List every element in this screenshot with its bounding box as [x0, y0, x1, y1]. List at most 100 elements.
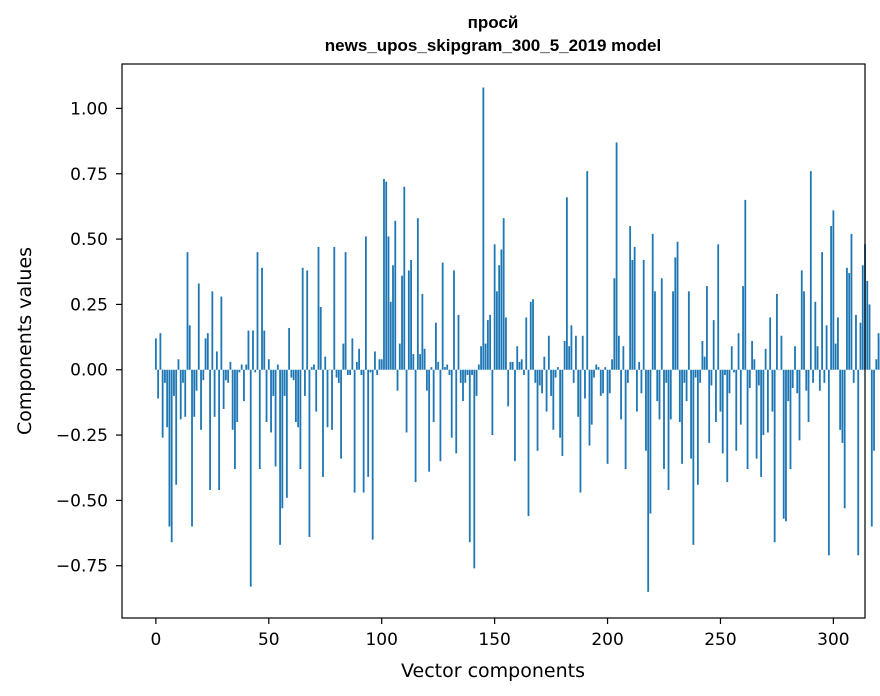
bar: [263, 330, 266, 370]
bar: [766, 369, 769, 433]
bar: [507, 369, 510, 407]
bar: [288, 327, 291, 370]
bar: [495, 291, 498, 370]
bar: [505, 317, 507, 370]
bar: [726, 369, 729, 483]
bar: [398, 343, 401, 370]
bar: [177, 359, 180, 370]
bar: [173, 369, 175, 396]
bar: [493, 244, 496, 370]
bar: [195, 369, 198, 391]
bar: [265, 369, 268, 423]
bar: [798, 369, 801, 441]
bar: [346, 369, 349, 375]
bar: [270, 369, 272, 433]
bar: [157, 369, 160, 399]
bar: [584, 369, 586, 399]
y-tick-label: 0.25: [70, 295, 108, 315]
bar: [742, 286, 744, 370]
bar: [669, 369, 672, 420]
bar: [839, 369, 842, 430]
bar: [735, 369, 738, 451]
bar: [317, 246, 320, 370]
bar: [211, 291, 214, 370]
bar: [480, 346, 482, 370]
bar: [678, 369, 681, 423]
bar: [787, 369, 790, 402]
bar: [615, 142, 618, 370]
bar: [706, 286, 708, 370]
bar: [247, 330, 250, 370]
bar: [412, 354, 415, 370]
bar: [200, 369, 202, 430]
bar: [322, 369, 324, 477]
bar: [803, 291, 805, 370]
bar: [511, 361, 514, 370]
bar: [814, 301, 817, 370]
bar: [523, 369, 525, 375]
bar: [721, 369, 724, 454]
bar: [593, 369, 595, 378]
bar: [816, 346, 819, 370]
bar: [622, 346, 625, 370]
bar: [218, 369, 221, 490]
bar: [780, 335, 783, 370]
bar: [855, 314, 857, 370]
bar: [834, 343, 837, 370]
bar: [164, 369, 166, 383]
bar: [430, 367, 433, 370]
bar: [297, 369, 300, 428]
bar: [349, 369, 351, 375]
bar: [213, 369, 216, 417]
bar: [319, 307, 322, 370]
bar: [389, 301, 392, 370]
bar: [222, 369, 225, 409]
bar: [685, 369, 688, 402]
bar: [477, 364, 480, 370]
bar: [611, 359, 613, 370]
bar: [751, 341, 753, 370]
bar: [807, 369, 810, 423]
bar: [331, 369, 333, 430]
y-axis-label: Components values: [14, 247, 36, 435]
bar: [491, 369, 494, 436]
chart-title-line-1: просй: [468, 13, 519, 32]
bar: [572, 369, 575, 383]
bar: [394, 220, 397, 370]
bar: [719, 369, 722, 412]
bar: [186, 252, 189, 370]
bar: [285, 369, 288, 498]
bar: [654, 291, 656, 370]
bar: [638, 361, 641, 370]
bar: [733, 369, 735, 373]
bar: [556, 367, 559, 370]
bar: [355, 361, 358, 370]
bar: [674, 257, 677, 370]
bar: [326, 369, 329, 428]
bar: [435, 322, 437, 370]
bar: [387, 236, 390, 370]
bar: [432, 369, 435, 423]
bar: [538, 369, 541, 386]
bar: [773, 369, 776, 543]
bar: [168, 369, 171, 527]
bar: [561, 369, 564, 456]
bar: [475, 369, 478, 396]
bar: [358, 348, 361, 370]
bar: [405, 369, 408, 433]
bar: [486, 320, 489, 370]
bar: [762, 369, 765, 436]
x-axis-ticks: 0 50 100 150 200 250 300: [150, 618, 850, 650]
bar: [818, 369, 821, 391]
bar: [396, 369, 399, 391]
bar: [579, 369, 582, 493]
bar: [728, 369, 731, 394]
bar: [715, 369, 717, 423]
bar: [425, 369, 428, 391]
bar: [870, 369, 873, 527]
bar: [365, 236, 367, 370]
bar: [823, 369, 826, 383]
bar: [812, 369, 814, 383]
bar: [362, 369, 365, 493]
